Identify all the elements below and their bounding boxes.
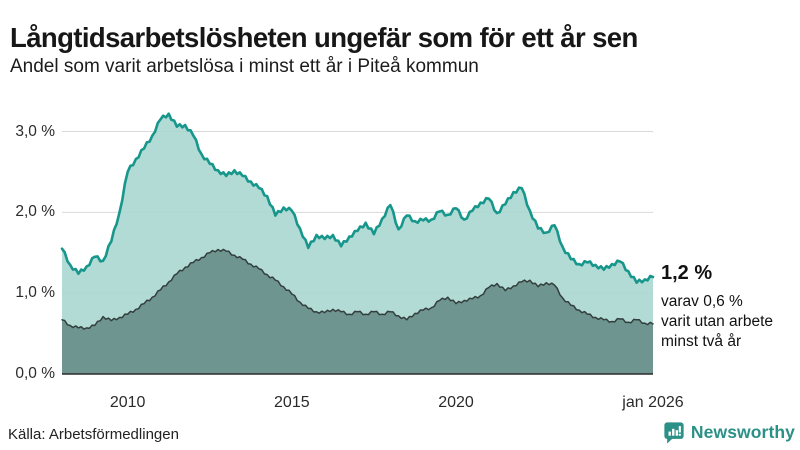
line-minst-ett-ar — [60, 112, 655, 284]
x-tick-label: 2015 — [274, 394, 310, 411]
source-note: Källa: Arbetsförmedlingen — [8, 426, 179, 443]
x-tick-label: jan 2026 — [622, 394, 684, 411]
area-minst-tva-ar — [62, 249, 653, 374]
line-minst-tva-ar — [61, 248, 654, 330]
newsworthy-wordmark: Newsworthy — [690, 422, 795, 442]
annotation-detail: varav 0,6 % varit utan arbete minst två … — [661, 293, 774, 350]
y-tick-label: 1,0 % — [15, 284, 55, 302]
y-tick-label: 2,0 % — [15, 203, 55, 221]
x-tick-label: 2020 — [438, 394, 474, 411]
y-tick-label: 3,0 % — [15, 122, 55, 140]
latest-value-label: 1,2 % — [661, 262, 713, 284]
chart-canvas — [60, 112, 655, 375]
x-tick-label: 2010 — [109, 394, 146, 411]
newsworthy-icon — [664, 422, 684, 444]
newsworthy-logo[interactable]: Newsworthy — [663, 421, 795, 444]
chart-subtitle: Andel som varit arbetslösa i minst ett å… — [10, 56, 479, 77]
chart-area: 0,0 % 1,0 % 2,0 % 3,0 % 2010 2015 2020 jan 202… — [0, 90, 800, 420]
y-tick-label: 0,0 % — [15, 365, 55, 382]
chart-title: Långtidsarbetslösheten ungefär som för e… — [10, 22, 638, 54]
